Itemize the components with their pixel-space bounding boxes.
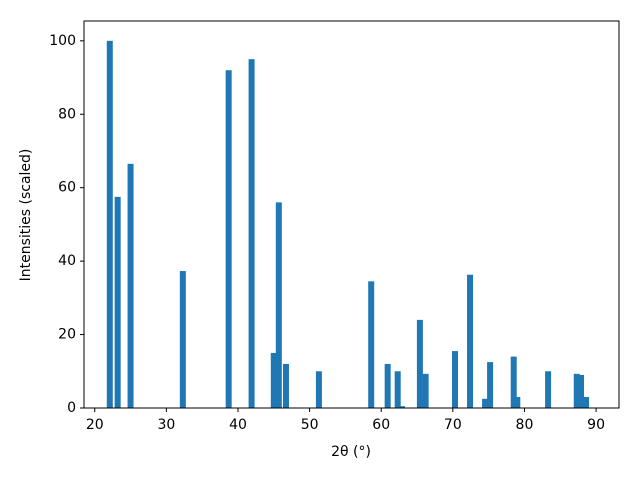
bar — [583, 396, 590, 408]
bar — [573, 373, 580, 408]
plot-frame — [83, 20, 620, 409]
y-tick-label: 100 — [49, 33, 76, 49]
x-tick-label: 40 — [229, 417, 247, 433]
bar — [368, 281, 375, 408]
bar — [394, 371, 401, 408]
bar — [315, 371, 322, 408]
x-tick-label: 20 — [86, 417, 104, 433]
bar — [270, 352, 277, 408]
x-tick-label: 90 — [587, 417, 605, 433]
bar — [451, 351, 458, 408]
bar — [545, 371, 552, 408]
y-tick-label: 40 — [58, 253, 76, 269]
bar — [482, 398, 489, 408]
bar — [514, 396, 521, 408]
y-tick-label: 20 — [58, 327, 76, 343]
bar — [398, 406, 405, 408]
bar — [467, 274, 474, 408]
bar — [275, 202, 282, 408]
bar — [422, 373, 429, 408]
bar — [114, 196, 121, 408]
bar — [384, 363, 391, 408]
bar — [225, 70, 232, 408]
bar — [282, 363, 289, 408]
y-tick-label: 80 — [58, 106, 76, 122]
bar — [106, 40, 113, 408]
x-tick-label: 30 — [157, 417, 175, 433]
bar — [578, 374, 585, 408]
bar — [179, 271, 186, 408]
y-tick-label: 0 — [67, 400, 76, 416]
x-axis-label: 2θ (°) — [331, 444, 371, 460]
x-tick-label: 60 — [372, 417, 390, 433]
x-tick-label: 50 — [301, 417, 319, 433]
bar — [487, 362, 494, 408]
y-axis-label: Intensities (scaled) — [18, 149, 34, 282]
bar — [416, 319, 423, 408]
bar — [248, 59, 255, 408]
bar — [510, 356, 517, 408]
bar — [127, 163, 134, 408]
y-tick-label: 60 — [58, 180, 76, 196]
x-tick-label: 70 — [444, 417, 462, 433]
x-tick-label: 80 — [516, 417, 534, 433]
